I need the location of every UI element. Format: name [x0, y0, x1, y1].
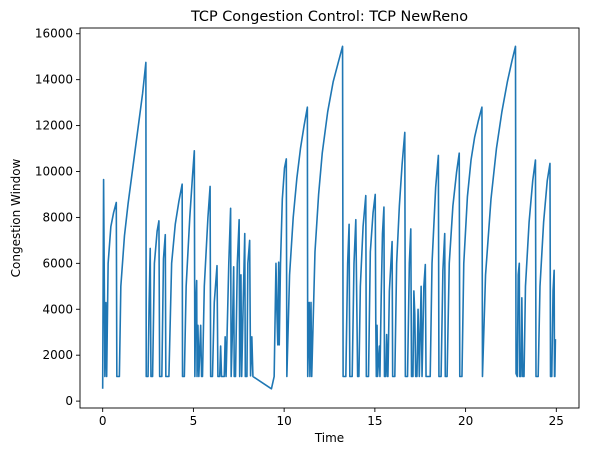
x-tick-label: 10: [276, 414, 291, 428]
plot-area: [80, 28, 579, 408]
y-tick-label: 16000: [35, 27, 73, 41]
y-tick-label: 6000: [42, 256, 73, 270]
y-tick-label: 0: [65, 394, 73, 408]
y-axis-label: Congestion Window: [9, 158, 23, 277]
y-tick-label: 10000: [35, 165, 73, 179]
x-tick-label: 25: [549, 414, 564, 428]
y-tick-label: 2000: [42, 348, 73, 362]
x-tick-label: 15: [367, 414, 382, 428]
series-line-0: [101, 45, 557, 390]
x-tick-label: 0: [99, 414, 107, 428]
y-tick-label: 4000: [42, 302, 73, 316]
chart-title: TCP Congestion Control: TCP NewReno: [190, 9, 468, 25]
y-tick-label: 14000: [35, 73, 73, 87]
plot-frame: [79, 27, 580, 409]
x-tick-label: 20: [458, 414, 473, 428]
x-tick-label: 5: [190, 414, 198, 428]
y-tick-label: 12000: [35, 119, 73, 133]
x-axis-label: Time: [314, 431, 344, 445]
x-axis: 0 5 10 15 20 25: [99, 408, 564, 428]
y-axis: 0 2000 4000 6000 8000 10000 12000 14000 16000: [35, 27, 80, 408]
series-layer: [101, 45, 557, 390]
y-tick-label: 8000: [42, 210, 73, 224]
